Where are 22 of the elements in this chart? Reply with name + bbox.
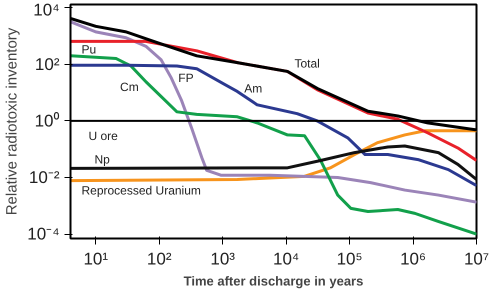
- ref-line-label: U ore: [88, 128, 118, 143]
- y-tick-label: 10⁻²: [28, 168, 60, 188]
- series-label: Reprocessed Uranium: [82, 184, 201, 198]
- series-label: FP: [178, 70, 194, 85]
- series-label: Am: [244, 81, 262, 96]
- x-tick-label: 10³: [210, 250, 236, 268]
- x-axis-title: Time after discharge in years: [184, 274, 364, 288]
- x-tick-label: 10²: [146, 250, 172, 268]
- y-axis-title: Relative radiotoxic inventory: [3, 27, 20, 216]
- x-tick-label: 10⁷: [464, 250, 490, 268]
- x-tick-label: 10⁶: [400, 250, 426, 268]
- y-tick-label: 10⁻⁴: [27, 224, 60, 244]
- series-label: Pu: [82, 42, 96, 56]
- series-label: Total: [294, 56, 320, 70]
- y-tick-label: 10⁴: [33, 0, 60, 20]
- y-tick-label: 10⁰: [34, 111, 60, 130]
- x-tick-label: 10⁴: [273, 250, 300, 268]
- x-tick-label: 10⁵: [336, 250, 363, 268]
- series-label: Cm: [120, 80, 139, 94]
- y-tick-label: 10²: [34, 54, 60, 74]
- x-tick-label: 10¹: [83, 250, 108, 268]
- series-label: Np: [94, 152, 110, 166]
